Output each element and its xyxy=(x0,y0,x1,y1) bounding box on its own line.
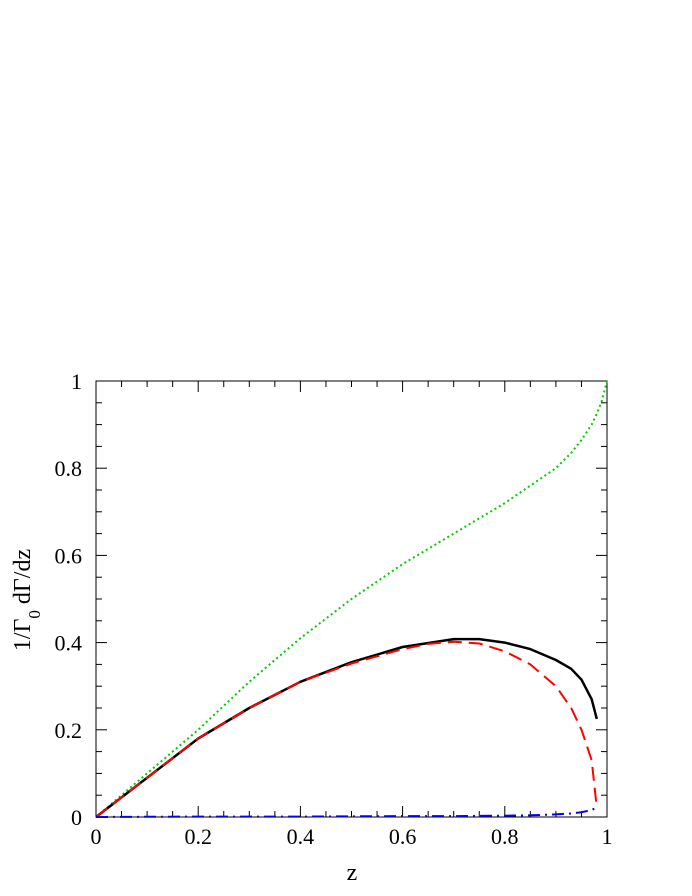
x-tick-label: 0.4 xyxy=(287,824,315,849)
x-tick-label: 1 xyxy=(602,824,613,849)
y-tick-label: 0.2 xyxy=(55,718,83,743)
y-axis-label-main: 1/Γ xyxy=(10,618,36,651)
series-line-dashed xyxy=(95,640,598,818)
y-tick-label: 0.6 xyxy=(55,543,83,568)
x-axis-label: z xyxy=(347,860,358,886)
y-axis-label-tail: dΓ/dz xyxy=(10,549,36,610)
series-line-dashdot xyxy=(95,806,598,818)
y-tick-label: 0.8 xyxy=(55,456,83,481)
x-tick-label: 0.2 xyxy=(184,824,212,849)
y-tick-labels: 0 0.2 0.4 0.6 0.8 1 xyxy=(55,369,83,830)
series-group xyxy=(95,380,608,818)
x-tick-labels: 0 0.2 0.4 0.6 0.8 1 xyxy=(91,824,613,849)
y-axis-label-sub: 0 xyxy=(25,610,44,619)
y-tick-label: 1 xyxy=(71,369,82,394)
y-tick-label: 0 xyxy=(71,805,82,830)
x-tick-label: 0.8 xyxy=(491,824,519,849)
series-line-dotted xyxy=(95,380,608,818)
y-axis-label: 1/Γ0 dΓ/dz xyxy=(10,549,44,651)
x-tick-label: 0 xyxy=(91,824,102,849)
x-tick-label: 0.6 xyxy=(389,824,417,849)
y-tick-label: 0.4 xyxy=(55,631,83,656)
